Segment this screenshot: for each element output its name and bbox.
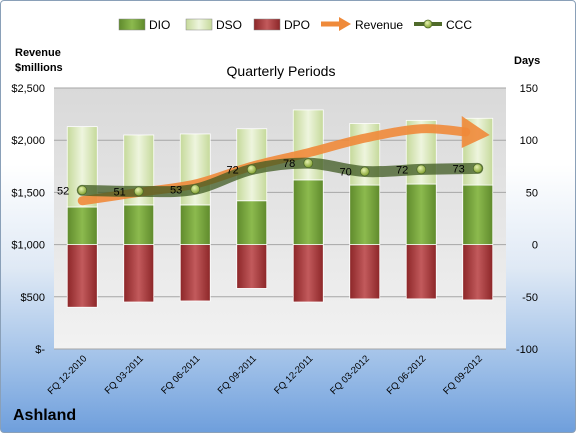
dpo-bar — [123, 244, 155, 303]
dpo-bar — [179, 244, 211, 302]
revenue-arrowhead — [461, 115, 490, 148]
category-label: FQ 03-2011 — [103, 353, 146, 396]
right-tick-label: -100 — [516, 344, 538, 356]
legend-label-dpo: DPO — [284, 18, 310, 32]
dio-bar — [66, 206, 98, 246]
company-name: Ashland — [13, 407, 77, 424]
category-label: FQ 09-2011 — [216, 353, 259, 396]
ccc-marker — [416, 164, 427, 175]
dpo-bar — [292, 244, 324, 303]
legend-swatch-dpo — [253, 18, 281, 31]
category-label: FQ 06-2012 — [385, 353, 429, 397]
legend-swatch-dio — [118, 18, 146, 31]
ccc-data-label: 72 — [227, 164, 239, 176]
ccc-data-label: 78 — [283, 158, 295, 170]
dio-bar — [462, 184, 494, 245]
left-axis-label-line1: Revenue — [15, 47, 61, 59]
legend-arrowhead-revenue — [339, 17, 351, 31]
legend-label-dio: DIO — [149, 18, 170, 32]
right-tick-label: 0 — [532, 240, 538, 252]
ccc-marker — [77, 185, 88, 196]
ccc-data-label: 52 — [57, 185, 69, 197]
dpo-bar — [66, 244, 98, 308]
category-label: FQ 09-2012 — [441, 353, 485, 397]
left-tick-label: $2,000 — [11, 135, 45, 147]
category-label: FQ 12-2011 — [272, 353, 315, 396]
right-tick-label: 50 — [526, 187, 538, 199]
right-tick-label: 150 — [520, 83, 538, 95]
dpo-bar — [462, 244, 494, 301]
left-tick-label: $2,500 — [11, 83, 45, 95]
right-axis-label: Days — [514, 55, 540, 67]
dio-bar — [349, 184, 381, 245]
ccc-data-label: 51 — [114, 186, 126, 198]
dpo-bar — [405, 244, 437, 300]
right-tick-label: -50 — [522, 292, 538, 304]
dpo-bar — [236, 244, 268, 289]
legend-label-dso: DSO — [216, 18, 242, 32]
dpo-bar — [349, 244, 381, 300]
chart-title: Quarterly Periods — [227, 63, 336, 79]
category-label: FQ 06-2011 — [159, 353, 202, 396]
ccc-marker — [133, 186, 144, 197]
ccc-marker — [359, 166, 370, 177]
legend-swatch-dso — [185, 18, 213, 31]
ccc-data-label: 72 — [396, 164, 408, 176]
dio-bar — [123, 204, 155, 245]
dio-bar — [236, 200, 268, 245]
dio-bar — [292, 179, 324, 245]
ccc-marker — [246, 164, 257, 175]
left-tick-label: $500 — [21, 292, 45, 304]
ccc-marker — [190, 184, 201, 195]
ccc-data-label: 53 — [170, 184, 182, 196]
ccc-marker — [303, 158, 314, 169]
left-axis-label-line2: $millions — [15, 62, 63, 74]
right-tick-label: 100 — [520, 135, 538, 147]
left-tick-label: $1,000 — [11, 240, 45, 252]
category-label: FQ 12-2010 — [46, 353, 90, 397]
ccc-data-label: 73 — [453, 163, 465, 175]
ccc-marker — [472, 163, 483, 174]
legend-label-revenue: Revenue — [355, 18, 403, 32]
left-tick-label: $- — [35, 344, 45, 356]
dio-bar — [405, 183, 437, 246]
category-label: FQ 03-2012 — [328, 353, 372, 397]
legend-marker-ccc — [423, 19, 433, 29]
legend-label-ccc: CCC — [446, 18, 472, 32]
left-tick-label: $1,500 — [11, 187, 45, 199]
dio-bar — [179, 204, 211, 245]
ccc-data-label: 70 — [340, 167, 352, 179]
